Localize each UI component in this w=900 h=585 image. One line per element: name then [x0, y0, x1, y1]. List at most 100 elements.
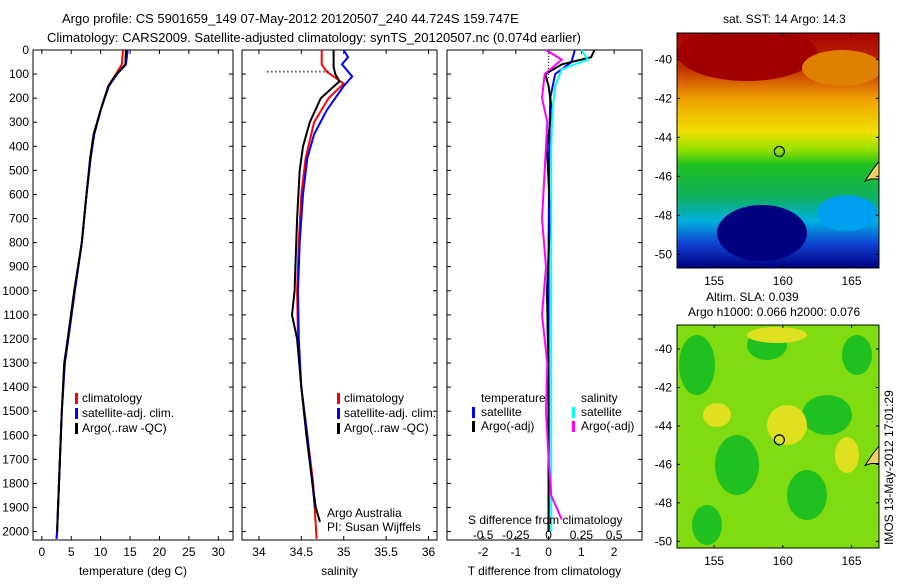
sla-map: Altim. SLA: 0.039 Argo h1000: 0.066 h200… — [655, 290, 880, 568]
y-tick-label: 200 — [9, 91, 29, 105]
x-tick-label: 34.5 — [290, 545, 314, 559]
series-line-satellite-adj-clim- — [55, 49, 129, 539]
x-tick-label: -1 — [510, 545, 521, 559]
x-tick-label: 35 — [337, 545, 351, 559]
s-tick-label: 0.5 — [606, 528, 623, 542]
difference-panel: -2 -1 0 1 2 T difference from climatology -0.5… — [446, 49, 643, 578]
y-tick-label: 900 — [9, 260, 29, 274]
temperature-panel: 0 5 10 15 20 25 30 temperature (deg C) 0 100 200 30… — [2, 43, 234, 578]
lat-tick-label: -48 — [655, 496, 673, 510]
series-line-s-argo-adj- — [540, 49, 564, 520]
legend-title-salinity: salinity — [581, 391, 618, 405]
x-tick-label: 10 — [94, 545, 108, 559]
legend-swatch-t-argo — [472, 421, 475, 432]
y-tick-label: 1900 — [2, 500, 29, 514]
legend-swatch-t-satellite — [472, 407, 475, 418]
argo-location-marker — [773, 145, 785, 158]
series-line-t-argo-adj- — [544, 49, 596, 532]
y-tick-label: 0 — [22, 43, 29, 57]
lat-tick-label: -40 — [655, 52, 673, 66]
legend-swatch-climatology — [75, 393, 78, 404]
y-tick-label: 1200 — [2, 332, 29, 346]
x-axis-label: T difference from climatology — [468, 564, 622, 578]
footer-stamp: IMOS 13-May-2012 17:01:29 — [882, 390, 896, 545]
y-tick-label: 1000 — [2, 284, 29, 298]
sla-high-region — [747, 327, 807, 343]
sst-map-title: sat. SST: 14 Argo: 14.3 — [723, 12, 846, 26]
sla-map-title-2: Argo h1000: 0.066 h2000: 0.076 — [688, 305, 860, 319]
lat-tick-label: -48 — [655, 208, 673, 222]
salinity-legend: climatology satellite-adj. clim. Argo(..… — [327, 391, 436, 534]
x-tick-label: 2 — [611, 545, 618, 559]
sst-map: sat. SST: 14 Argo: 14.3 155 160 165 -40 -42 -… — [655, 12, 880, 288]
legend-label: satellite — [581, 405, 622, 419]
s-axis-label: S difference from climatology — [468, 513, 623, 527]
y-tick-label: 1100 — [3, 308, 29, 322]
sst-warm-region — [677, 33, 817, 81]
sla-low-region — [802, 395, 852, 435]
s-tick-label: 0 — [545, 528, 552, 542]
sst-map-frame — [676, 32, 880, 269]
lat-tick-label: -44 — [655, 419, 673, 433]
title-line-2: Climatology: CARS2009. Satellite-adjuste… — [47, 30, 581, 45]
legend-label: satellite-adj. clim. — [82, 406, 174, 420]
sla-low-region — [692, 505, 722, 545]
lon-tick-label: 165 — [842, 554, 862, 568]
legend-label: satellite — [481, 405, 522, 419]
sla-low-region — [787, 470, 827, 520]
lon-tick-label: 160 — [773, 274, 793, 288]
x-tick-label: 5 — [68, 545, 75, 559]
sla-high-region — [835, 437, 859, 473]
lon-tick-label: 155 — [704, 274, 724, 288]
s-tick-label: 0.25 — [570, 528, 594, 542]
salinity-panel: 34 34.5 35 35.5 36 salinity — [241, 49, 438, 578]
lat-tick-label: -42 — [655, 91, 673, 105]
legend-label: Argo(-adj) — [481, 419, 534, 433]
temperature-legend: climatology satellite-adj. clim. Argo(..… — [75, 391, 174, 435]
x-tick-label: -2 — [478, 545, 489, 559]
x-tick-label: 34 — [252, 545, 266, 559]
y-tick-label: 400 — [9, 139, 29, 153]
series-line-argo-raw-qc- — [290, 50, 341, 523]
y-tick-label: 1700 — [2, 452, 29, 466]
x-tick-label: 36 — [422, 545, 436, 559]
legend-label: Argo(..raw -QC) — [344, 421, 429, 435]
y-tick-label: 1800 — [2, 476, 29, 490]
lat-tick-label: -40 — [655, 342, 673, 356]
lon-tick-label: 165 — [842, 274, 862, 288]
legend-swatch-argo — [75, 423, 78, 434]
title-line-1: Argo profile: CS 5901659_149 07-May-2012… — [62, 11, 519, 26]
legend-swatch-s-satellite — [572, 407, 575, 418]
legend-label: climatology — [82, 391, 142, 405]
sla-low-region — [715, 435, 759, 495]
y-tick-label: 1300 — [2, 356, 29, 370]
y-tick-label: 1400 — [2, 380, 29, 394]
y-tick-label: 600 — [9, 187, 29, 201]
legend-label: Argo(..raw -QC) — [82, 421, 167, 435]
y-tick-label: 1600 — [2, 428, 29, 442]
plot-frame — [446, 49, 643, 541]
s-tick-label: -0.5 — [473, 528, 494, 542]
x-tick-label: 25 — [182, 545, 196, 559]
lat-tick-label: -50 — [655, 534, 673, 548]
lon-tick-label: 160 — [773, 554, 793, 568]
legend-swatch-satellite — [337, 408, 340, 419]
legend-label: climatology — [344, 391, 404, 405]
legend-label: satellite-adj. clim. — [344, 406, 436, 420]
series-line-climatology — [55, 49, 124, 539]
lon-tick-label: 155 — [704, 554, 724, 568]
x-tick-label: 0 — [38, 545, 45, 559]
legend-swatch-climatology — [337, 393, 340, 404]
plot-frame — [32, 49, 234, 541]
legend-label: Argo(-adj) — [581, 419, 634, 433]
y-tick-label: 800 — [9, 236, 29, 250]
sla-low-region — [679, 335, 715, 395]
sla-map-frame — [676, 324, 880, 549]
sla-map-title-1: Altim. SLA: 0.039 — [706, 290, 799, 304]
legend-swatch-s-argo — [572, 421, 575, 432]
sst-region — [802, 50, 879, 86]
y-tick-label: 300 — [9, 115, 29, 129]
x-tick-label: 20 — [153, 545, 167, 559]
annotation-line-1: Argo Australia — [327, 506, 402, 520]
x-tick-label: 1 — [578, 545, 585, 559]
